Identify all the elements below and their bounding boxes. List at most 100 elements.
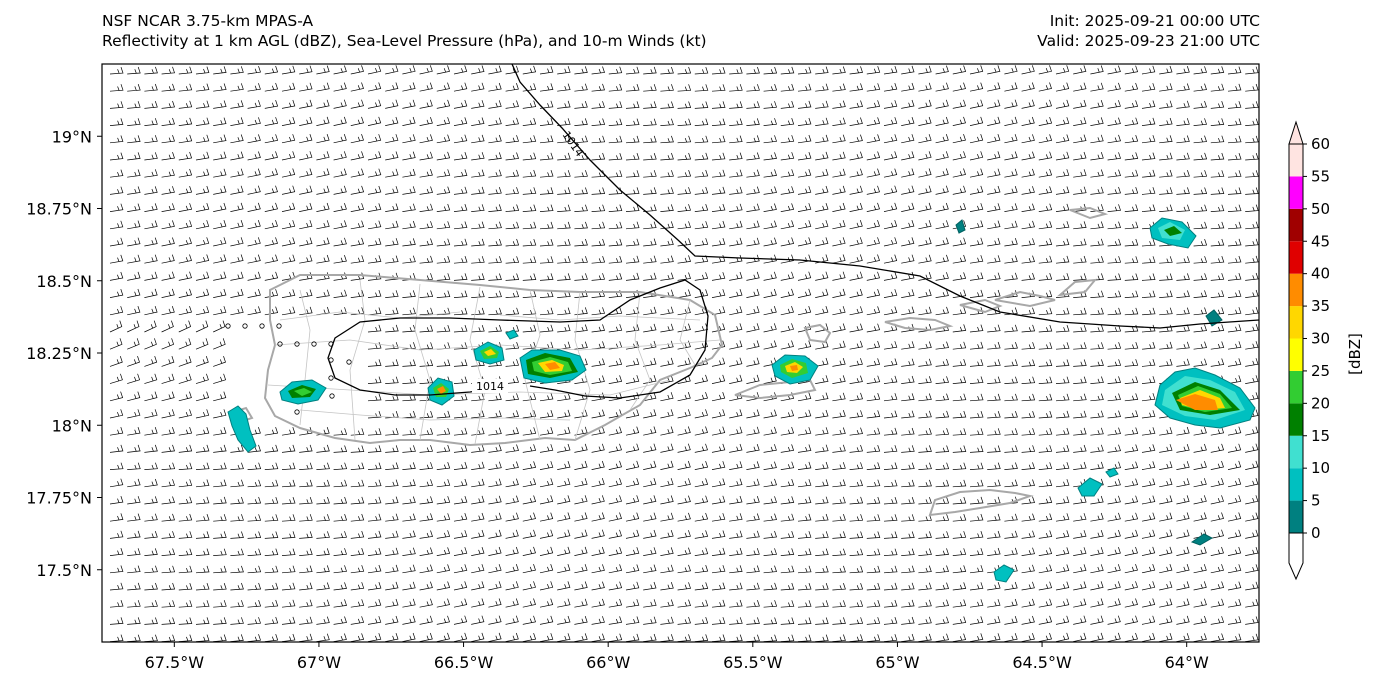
wind-barb — [1124, 581, 1138, 591]
wind-barb — [539, 273, 554, 281]
wind-barb — [1021, 324, 1036, 333]
wind-barb — [127, 186, 141, 195]
wind-barb — [281, 496, 296, 505]
wind-barb — [436, 410, 451, 419]
wind-barb — [213, 306, 227, 316]
wind-barb — [780, 530, 795, 539]
wind-barb — [385, 513, 399, 522]
wind-barb — [281, 254, 296, 264]
reflectivity-cell — [505, 329, 519, 340]
wind-barb — [746, 271, 760, 281]
y-tick-label: 17.5°N — [36, 561, 92, 580]
wind-barb — [780, 600, 795, 608]
wind-barb — [557, 478, 571, 488]
wind-barb — [522, 563, 536, 574]
wind-barb — [918, 202, 932, 212]
wind-barb — [987, 116, 1001, 126]
wind-barb — [1038, 168, 1053, 178]
wind-barb — [780, 409, 795, 419]
wind-barb — [213, 83, 227, 92]
wind-barb — [195, 462, 210, 470]
wind-barb — [711, 135, 726, 144]
wind-barb — [557, 324, 571, 333]
wind-barb — [987, 99, 1001, 109]
wind-barb — [539, 221, 554, 230]
wind-barb — [1245, 564, 1259, 574]
wind-barb — [763, 513, 777, 522]
wind-barb — [1055, 427, 1070, 436]
wind-barb — [1245, 341, 1259, 350]
colorbar-tick-label: 10 — [1311, 459, 1330, 477]
wind-barb — [729, 495, 743, 505]
wind-barb — [660, 495, 674, 505]
wind-barb — [677, 306, 691, 316]
wind-barb — [1176, 546, 1190, 556]
wind-barb — [1245, 101, 1259, 109]
wind-barb — [471, 100, 485, 109]
wind-barb — [419, 307, 434, 316]
wind-barb — [195, 306, 210, 316]
wind-barb — [471, 221, 485, 230]
wind-barb — [453, 564, 468, 574]
wind-barb — [522, 615, 536, 625]
wind-barb — [883, 582, 898, 591]
wind-barb — [1021, 342, 1036, 350]
wind-barb — [625, 375, 640, 384]
wind-barb — [333, 151, 347, 161]
wind-barb — [1193, 460, 1207, 470]
wind-barb — [127, 254, 141, 264]
wind-barb — [161, 220, 175, 230]
wind-barb — [109, 84, 124, 92]
wind-barb — [1124, 152, 1139, 161]
wind-barb — [1090, 99, 1104, 109]
wind-barb — [367, 462, 382, 470]
wind-barb — [660, 187, 674, 195]
wind-barb — [1073, 65, 1087, 75]
wind-barb — [883, 514, 898, 522]
wind-barb — [350, 82, 364, 92]
wind-barb — [935, 254, 949, 264]
wind-barb — [746, 203, 760, 212]
wind-barb — [643, 409, 657, 419]
wind-barb — [901, 548, 915, 556]
wind-barb — [1004, 410, 1018, 419]
wind-barb — [643, 547, 657, 556]
wind-barb — [711, 272, 726, 281]
colorbar-segment — [1289, 241, 1303, 274]
wind-barb — [247, 496, 262, 505]
wind-barb — [643, 255, 657, 264]
wind-barb — [729, 340, 743, 350]
wind-barb — [574, 495, 588, 505]
wind-barb — [608, 564, 623, 574]
wind-barb — [299, 99, 313, 109]
wind-barb — [505, 615, 519, 625]
wind-barb — [299, 514, 313, 522]
wind-barb — [522, 117, 537, 126]
wind-barb — [1245, 66, 1259, 75]
wind-barb — [694, 426, 708, 436]
colorbar-segment — [1289, 176, 1303, 209]
wind-barb — [1245, 546, 1259, 556]
wind-barb — [299, 599, 313, 608]
wind-barb — [1124, 307, 1139, 316]
wind-barb — [918, 271, 932, 281]
wind-barb — [849, 392, 863, 402]
wind-barb — [213, 514, 227, 522]
model-name: NSF NCAR 3.75-km MPAS-A — [102, 12, 314, 30]
wind-barb — [1245, 512, 1259, 522]
wind-barb — [1073, 273, 1087, 281]
wind-barb — [436, 461, 451, 470]
wind-barb — [797, 83, 812, 92]
wind-barb — [161, 237, 175, 247]
wind-barb — [711, 357, 726, 367]
wind-barb — [918, 99, 932, 109]
wind-barb — [127, 338, 140, 350]
wind-barb — [1210, 170, 1225, 178]
wind-barb — [729, 203, 743, 212]
wind-barb — [213, 391, 227, 402]
wind-barb — [299, 306, 313, 316]
wind-barb — [1159, 256, 1173, 264]
wind-barb — [677, 547, 691, 556]
wind-barb — [1021, 479, 1035, 488]
wind-barb — [350, 547, 365, 556]
